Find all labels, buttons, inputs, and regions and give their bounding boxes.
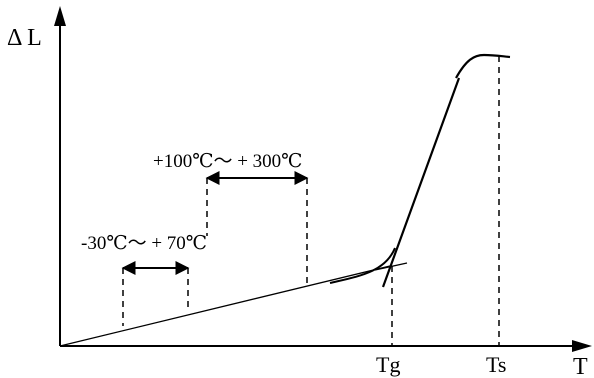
ts-label: Ts — [486, 352, 506, 377]
low-range-label: -30℃～ + 70℃ — [81, 233, 207, 254]
tg-label: Tg — [376, 352, 400, 377]
y-axis-arrow — [54, 6, 66, 26]
softening-curve — [455, 53, 511, 79]
high-range-label: +100℃～ + 300℃ — [153, 151, 302, 172]
x-axis-arrow — [572, 340, 592, 352]
transition-knee-curve — [329, 247, 396, 284]
y-axis-label: Δ L — [7, 25, 42, 51]
rubbery-expansion-line — [381, 77, 461, 288]
linear-expansion-line — [59, 265, 391, 347]
x-axis-label: T — [573, 354, 588, 378]
